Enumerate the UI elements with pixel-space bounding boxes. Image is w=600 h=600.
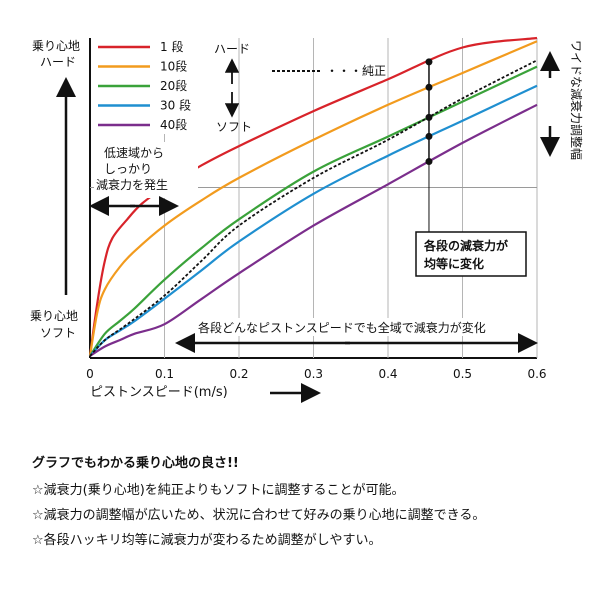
even-change-box bbox=[415, 231, 527, 277]
x-tick-label-3: 0.3 bbox=[304, 367, 323, 381]
legend-label-1: 10段 bbox=[160, 59, 187, 74]
ylabel-top-line2: ハード bbox=[40, 55, 76, 69]
all-range-annotation: 各段どんなピストンスピードでも全域で減衰力が変化 bbox=[198, 320, 486, 335]
damping-force-chart: 0 0.1 0.2 0.3 0.4 0.5 0.6 乗り心地 ハード 乗り心地 ソフト ピス… bbox=[30, 36, 584, 403]
notes-heading: グラフでもわかる乗り心地の良さ!! bbox=[32, 456, 239, 471]
highlight-dot-4 bbox=[425, 158, 433, 166]
x-tick-label-4: 0.4 bbox=[378, 367, 397, 381]
highlight-markers bbox=[425, 58, 433, 232]
legend-scale-hard: ハード bbox=[214, 42, 250, 56]
note-line-3: ☆各段ハッキリ均等に減衰力が変わるため調整がしやすい。 bbox=[32, 533, 382, 548]
highlight-dot-2 bbox=[425, 113, 433, 121]
legend-label-oem: ・・・純正 bbox=[326, 64, 386, 78]
x-tick-label-2: 0.2 bbox=[229, 367, 248, 381]
all-range-annotation-bg bbox=[194, 318, 520, 336]
series-line-5 bbox=[89, 59, 538, 357]
even-change-annotation-1: 各段の減衰力が bbox=[423, 238, 508, 253]
x-tick-label-5: 0.5 bbox=[453, 367, 472, 381]
low-speed-annotation-3: 減衰力を発生 bbox=[96, 177, 168, 192]
legend-label-3: 30 段 bbox=[160, 98, 191, 113]
legend: 1 段 10段 20段 30 段 40段 bbox=[98, 39, 191, 132]
legend-label-4: 40段 bbox=[160, 117, 187, 132]
highlight-dot-1 bbox=[425, 83, 433, 91]
low-speed-annotation-bg bbox=[94, 142, 198, 198]
wide-range-annotation: ワイドな減衰力調整幅 bbox=[569, 40, 584, 160]
highlight-dot-0 bbox=[425, 58, 433, 66]
x-axis-label: ピストンスピード(m/s) bbox=[90, 385, 228, 400]
low-speed-annotation-2: しっかり bbox=[104, 162, 152, 176]
even-change-annotation-2: 均等に変化 bbox=[424, 256, 484, 271]
legend-scale-soft: ソフト bbox=[216, 120, 252, 134]
ylabel-bottom-line1: 乗り心地 bbox=[30, 309, 78, 323]
x-tick-labels: 0 0.1 0.2 0.3 0.4 0.5 0.6 bbox=[86, 367, 546, 381]
grid-lines bbox=[164, 38, 538, 358]
notes-section: グラフでもわかる乗り心地の良さ!! ☆減衰力(乗り心地)を純正よりもソフトに調整… bbox=[32, 452, 592, 554]
x-tick-label-1: 0.1 bbox=[155, 367, 174, 381]
highlight-dot-3 bbox=[425, 132, 433, 140]
x-tick-label-0: 0 bbox=[86, 367, 94, 381]
series-line-1 bbox=[88, 40, 538, 357]
note-line-1: ☆減衰力(乗り心地)を純正よりもソフトに調整することが可能。 bbox=[32, 483, 405, 498]
series-line-4 bbox=[89, 103, 538, 357]
series-group bbox=[88, 36, 538, 357]
series-line-2 bbox=[89, 65, 538, 357]
ylabel-bottom-line2: ソフト bbox=[40, 326, 76, 340]
legend-label-2: 20段 bbox=[160, 78, 187, 93]
ylabel-top-line1: 乗り心地 bbox=[32, 39, 80, 53]
legend-label-0: 1 段 bbox=[160, 39, 183, 54]
note-line-2: ☆減衰力の調整幅が広いため、状況に合わせて好みの乗り心地に調整できる。 bbox=[32, 508, 486, 523]
x-tick-label-6: 0.6 bbox=[527, 367, 546, 381]
low-speed-annotation-1: 低速域から bbox=[104, 146, 164, 160]
